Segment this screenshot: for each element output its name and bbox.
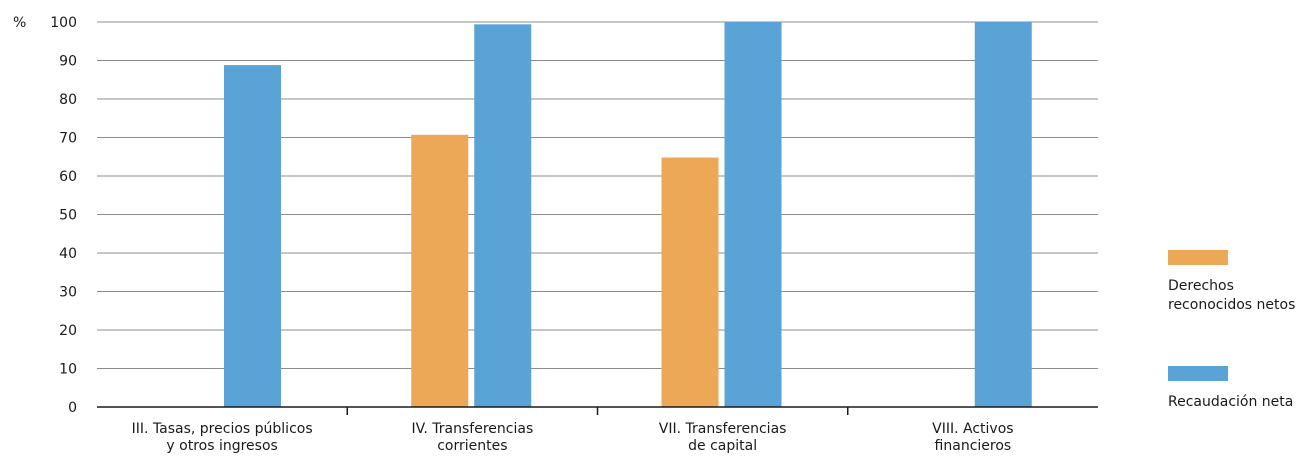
legend-swatch: [1168, 250, 1228, 265]
y-tick-label: 10: [59, 362, 77, 378]
y-tick-label: 20: [59, 323, 77, 339]
y-tick-label: 60: [59, 169, 77, 185]
x-tick-label: IV. Transferencias corrientes: [412, 421, 534, 454]
x-tick-label: VIII. Activos financieros: [932, 421, 1013, 454]
bars: [224, 22, 1032, 408]
bar-recaudacion-0: [224, 65, 281, 408]
x-tick-label: VII. Transferencias de capital: [659, 421, 787, 454]
legend-swatch: [1168, 366, 1228, 381]
x-axis: III. Tasas, precios públicos y otros ingr…: [97, 406, 1098, 454]
y-tick-label: 30: [59, 285, 77, 301]
y-tick-label: 80: [59, 92, 77, 108]
y-tick-label: 90: [59, 54, 77, 70]
y-axis-unit-label: %: [13, 15, 26, 31]
bar-recaudacion-3: [974, 22, 1032, 407]
x-tick-label: III. Tasas, precios públicos y otros ingr…: [132, 421, 313, 454]
y-axis: % 0 10 20 30 40 50 60 70 80 90 100: [13, 15, 77, 416]
legend-label: Recaudación neta: [1168, 394, 1293, 410]
y-tick-label: 40: [59, 246, 77, 262]
bar-recaudacion-1: [474, 24, 532, 408]
legend: Derechos reconocidos netos Recaudación net…: [1168, 250, 1295, 410]
bar-derechos-2: [661, 157, 719, 407]
y-tick-label: 70: [59, 131, 77, 147]
legend-label: Derechos reconocidos netos: [1168, 278, 1295, 313]
y-tick-label: 0: [68, 400, 77, 416]
y-tick-label: 50: [59, 208, 77, 224]
y-tick-label: 100: [50, 15, 77, 31]
bar-derechos-1: [411, 134, 469, 407]
bar-recaudacion-2: [724, 22, 782, 407]
